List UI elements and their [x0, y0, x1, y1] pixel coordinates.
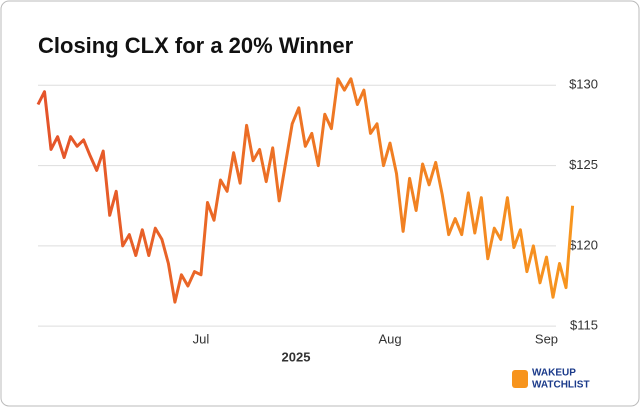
logo-icon [512, 370, 528, 388]
x-tick-label: Aug [378, 331, 401, 346]
line [36, 77, 575, 304]
x-tick-label: Jul [193, 331, 210, 346]
x-tick-label: Sep [535, 331, 558, 346]
chart-title: Closing CLX for a 20% Winner [38, 33, 354, 58]
y-tick-label: $120 [569, 237, 598, 252]
y-tick-label: $130 [569, 77, 598, 92]
y-tick-label: $125 [569, 157, 598, 172]
logo: WAKEUP WATCHLIST [512, 368, 590, 391]
y-tick-label: $115 [570, 318, 598, 333]
x-axis-label: 2025 [282, 349, 311, 364]
logo-text: WATCHLIST [532, 380, 590, 391]
logo-text: WAKEUP [532, 368, 576, 379]
